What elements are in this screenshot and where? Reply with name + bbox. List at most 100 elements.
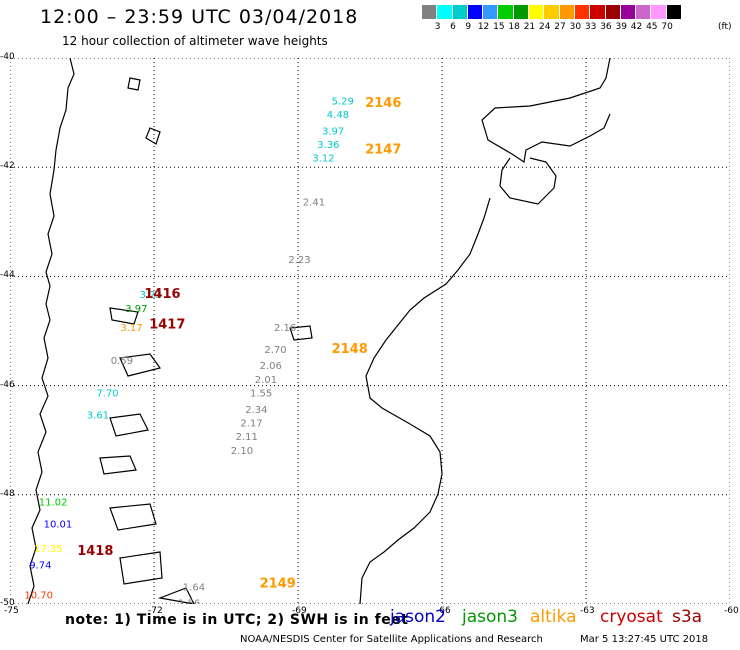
coastline-chile bbox=[27, 57, 75, 605]
lat-label: -42 bbox=[0, 161, 15, 172]
scale-swatch-9 bbox=[559, 5, 575, 19]
color-scale-ticks: 3 6 9 12 15 18 21 24 27 30 33 36 39 42 45 70 bbox=[430, 22, 682, 32]
graticule bbox=[9, 57, 731, 605]
wave-height-value: 1.55 bbox=[250, 389, 272, 400]
color-scale-unit: (ft) bbox=[718, 22, 732, 32]
wave-height-value: 1.64 bbox=[183, 582, 205, 593]
page-subtitle: 12 hour collection of altimeter wave hei… bbox=[62, 34, 328, 48]
track-label: 2149 bbox=[260, 577, 296, 592]
scale-swatch-16 bbox=[666, 5, 683, 19]
track-label: 1418 bbox=[77, 544, 113, 559]
scale-swatch-0 bbox=[422, 5, 438, 19]
scale-tick-label: 33 bbox=[584, 22, 597, 32]
satellite-jason2: jason2 bbox=[390, 607, 446, 627]
lat-label: -48 bbox=[0, 488, 15, 499]
scale-swatch-10 bbox=[574, 5, 591, 19]
scale-tick-label: 12 bbox=[477, 22, 490, 32]
scale-swatch-1 bbox=[437, 5, 453, 19]
wave-height-value: 10.01 bbox=[44, 520, 73, 531]
wave-height-value: 17.35 bbox=[34, 544, 63, 555]
scale-swatch-3 bbox=[467, 5, 484, 19]
wave-height-value: 3.61 bbox=[87, 410, 109, 421]
track-label: 1417 bbox=[149, 317, 185, 332]
scale-swatch-7 bbox=[529, 5, 545, 19]
scale-swatch-4 bbox=[483, 5, 499, 19]
altimeter-tracks: 5.29 4.48 3.97 3.36 3.12 2146 2147 2.41 2.23 2.16… bbox=[24, 96, 401, 623]
wave-height-value: 5.29 bbox=[332, 96, 354, 107]
color-scale-swatches bbox=[422, 5, 683, 19]
lat-label: -44 bbox=[0, 270, 15, 281]
lat-label: -40 bbox=[0, 52, 15, 62]
wave-height-value: 2.23 bbox=[288, 255, 310, 266]
wave-height-value: 2.01 bbox=[255, 375, 277, 386]
footer-timestamp: Mar 5 13:27:45 UTC 2018 bbox=[580, 634, 709, 645]
scale-tick-label: 21 bbox=[523, 22, 536, 32]
map-svg: 5.29 4.48 3.97 3.36 3.12 2146 2147 2.41 2.23 2.16… bbox=[9, 57, 731, 623]
lat-label: -50 bbox=[0, 598, 15, 608]
coastline-islands bbox=[99, 77, 313, 605]
wave-height-value: 2.06 bbox=[260, 361, 282, 372]
wave-height-value: 10.70 bbox=[24, 591, 53, 602]
satellite-cryosat: cryosat bbox=[600, 607, 663, 627]
footer-credit: NOAA/NESDIS Center for Satellite Applica… bbox=[240, 634, 543, 645]
legend-note: note: 1) Time is in UTC; 2) SWH is in fe… bbox=[65, 612, 409, 628]
wave-height-value: 3.12 bbox=[312, 154, 334, 165]
scale-tick-label: 27 bbox=[554, 22, 566, 32]
track-label: 1416 bbox=[144, 287, 180, 302]
scale-swatch-14 bbox=[636, 5, 652, 19]
track-label: 2147 bbox=[365, 143, 401, 158]
color-scale: 3 6 9 12 15 18 21 24 27 30 33 36 39 42 45 70 bbox=[422, 5, 683, 32]
wave-height-value: 1.56 bbox=[178, 599, 200, 604]
lon-label: -60 bbox=[724, 606, 739, 616]
track-label: 2148 bbox=[332, 342, 368, 357]
wave-height-value: 7.70 bbox=[96, 389, 118, 400]
scale-tick-label: 15 bbox=[493, 22, 505, 32]
wave-height-value: 3.17 bbox=[120, 323, 142, 334]
wave-height-value: 3.23 bbox=[140, 290, 162, 301]
satellite-s3a: s3a bbox=[672, 607, 703, 627]
scale-swatch-15 bbox=[651, 5, 667, 19]
wave-height-value: 11.02 bbox=[39, 498, 68, 509]
scale-swatch-5 bbox=[498, 5, 514, 19]
scale-swatch-2 bbox=[452, 5, 468, 19]
lon-label: -72 bbox=[148, 606, 163, 616]
wave-height-value: 2.34 bbox=[245, 405, 267, 416]
wave-height-value: 2.11 bbox=[236, 432, 258, 443]
lat-label: -46 bbox=[0, 379, 15, 390]
lon-label: -75 bbox=[4, 606, 19, 616]
scale-tick-label: 3 bbox=[434, 22, 441, 32]
wave-height-value: 2.41 bbox=[303, 197, 325, 208]
lon-label: -63 bbox=[580, 606, 595, 616]
scale-swatch-8 bbox=[544, 5, 560, 19]
lon-label: -66 bbox=[436, 606, 451, 616]
map-panel: 5.29 4.48 3.97 3.36 3.12 2146 2147 2.41 2.23 2.16… bbox=[9, 57, 731, 623]
satellite-jason3: jason3 bbox=[462, 607, 518, 627]
scale-tick-label: 70 bbox=[661, 22, 673, 32]
wave-height-value: 9.74 bbox=[29, 561, 51, 572]
satellite-altika: altika bbox=[530, 607, 577, 627]
coastline bbox=[27, 57, 611, 605]
scale-tick-label: 18 bbox=[508, 22, 520, 32]
scale-tick-label: 9 bbox=[465, 22, 472, 32]
scale-tick-label: 24 bbox=[539, 22, 551, 32]
scale-tick-label: 39 bbox=[615, 22, 627, 32]
scale-swatch-12 bbox=[605, 5, 621, 19]
scale-swatch-6 bbox=[513, 5, 530, 19]
scale-tick-label: 45 bbox=[646, 22, 658, 32]
wave-height-value: 3.97 bbox=[125, 304, 147, 315]
wave-height-value: 4.48 bbox=[327, 110, 349, 121]
lon-label: -69 bbox=[292, 606, 307, 616]
track-label: 2146 bbox=[365, 96, 401, 111]
wave-height-value: 2.17 bbox=[240, 419, 262, 430]
wave-height-value: 3.36 bbox=[317, 140, 339, 151]
wave-height-value: 2.70 bbox=[264, 345, 286, 356]
scale-swatch-11 bbox=[590, 5, 606, 19]
scale-tick-label: 30 bbox=[569, 22, 582, 32]
wave-height-value: 3.97 bbox=[322, 126, 344, 137]
page-title: 12:00 – 23:59 UTC 03/04/2018 bbox=[40, 6, 359, 28]
wave-height-value: 2.16 bbox=[274, 323, 296, 334]
wave-height-value: 0.59 bbox=[111, 356, 133, 367]
coastline-argentina bbox=[359, 57, 611, 605]
scale-tick-label: 42 bbox=[630, 22, 643, 32]
scale-swatch-13 bbox=[620, 5, 637, 19]
